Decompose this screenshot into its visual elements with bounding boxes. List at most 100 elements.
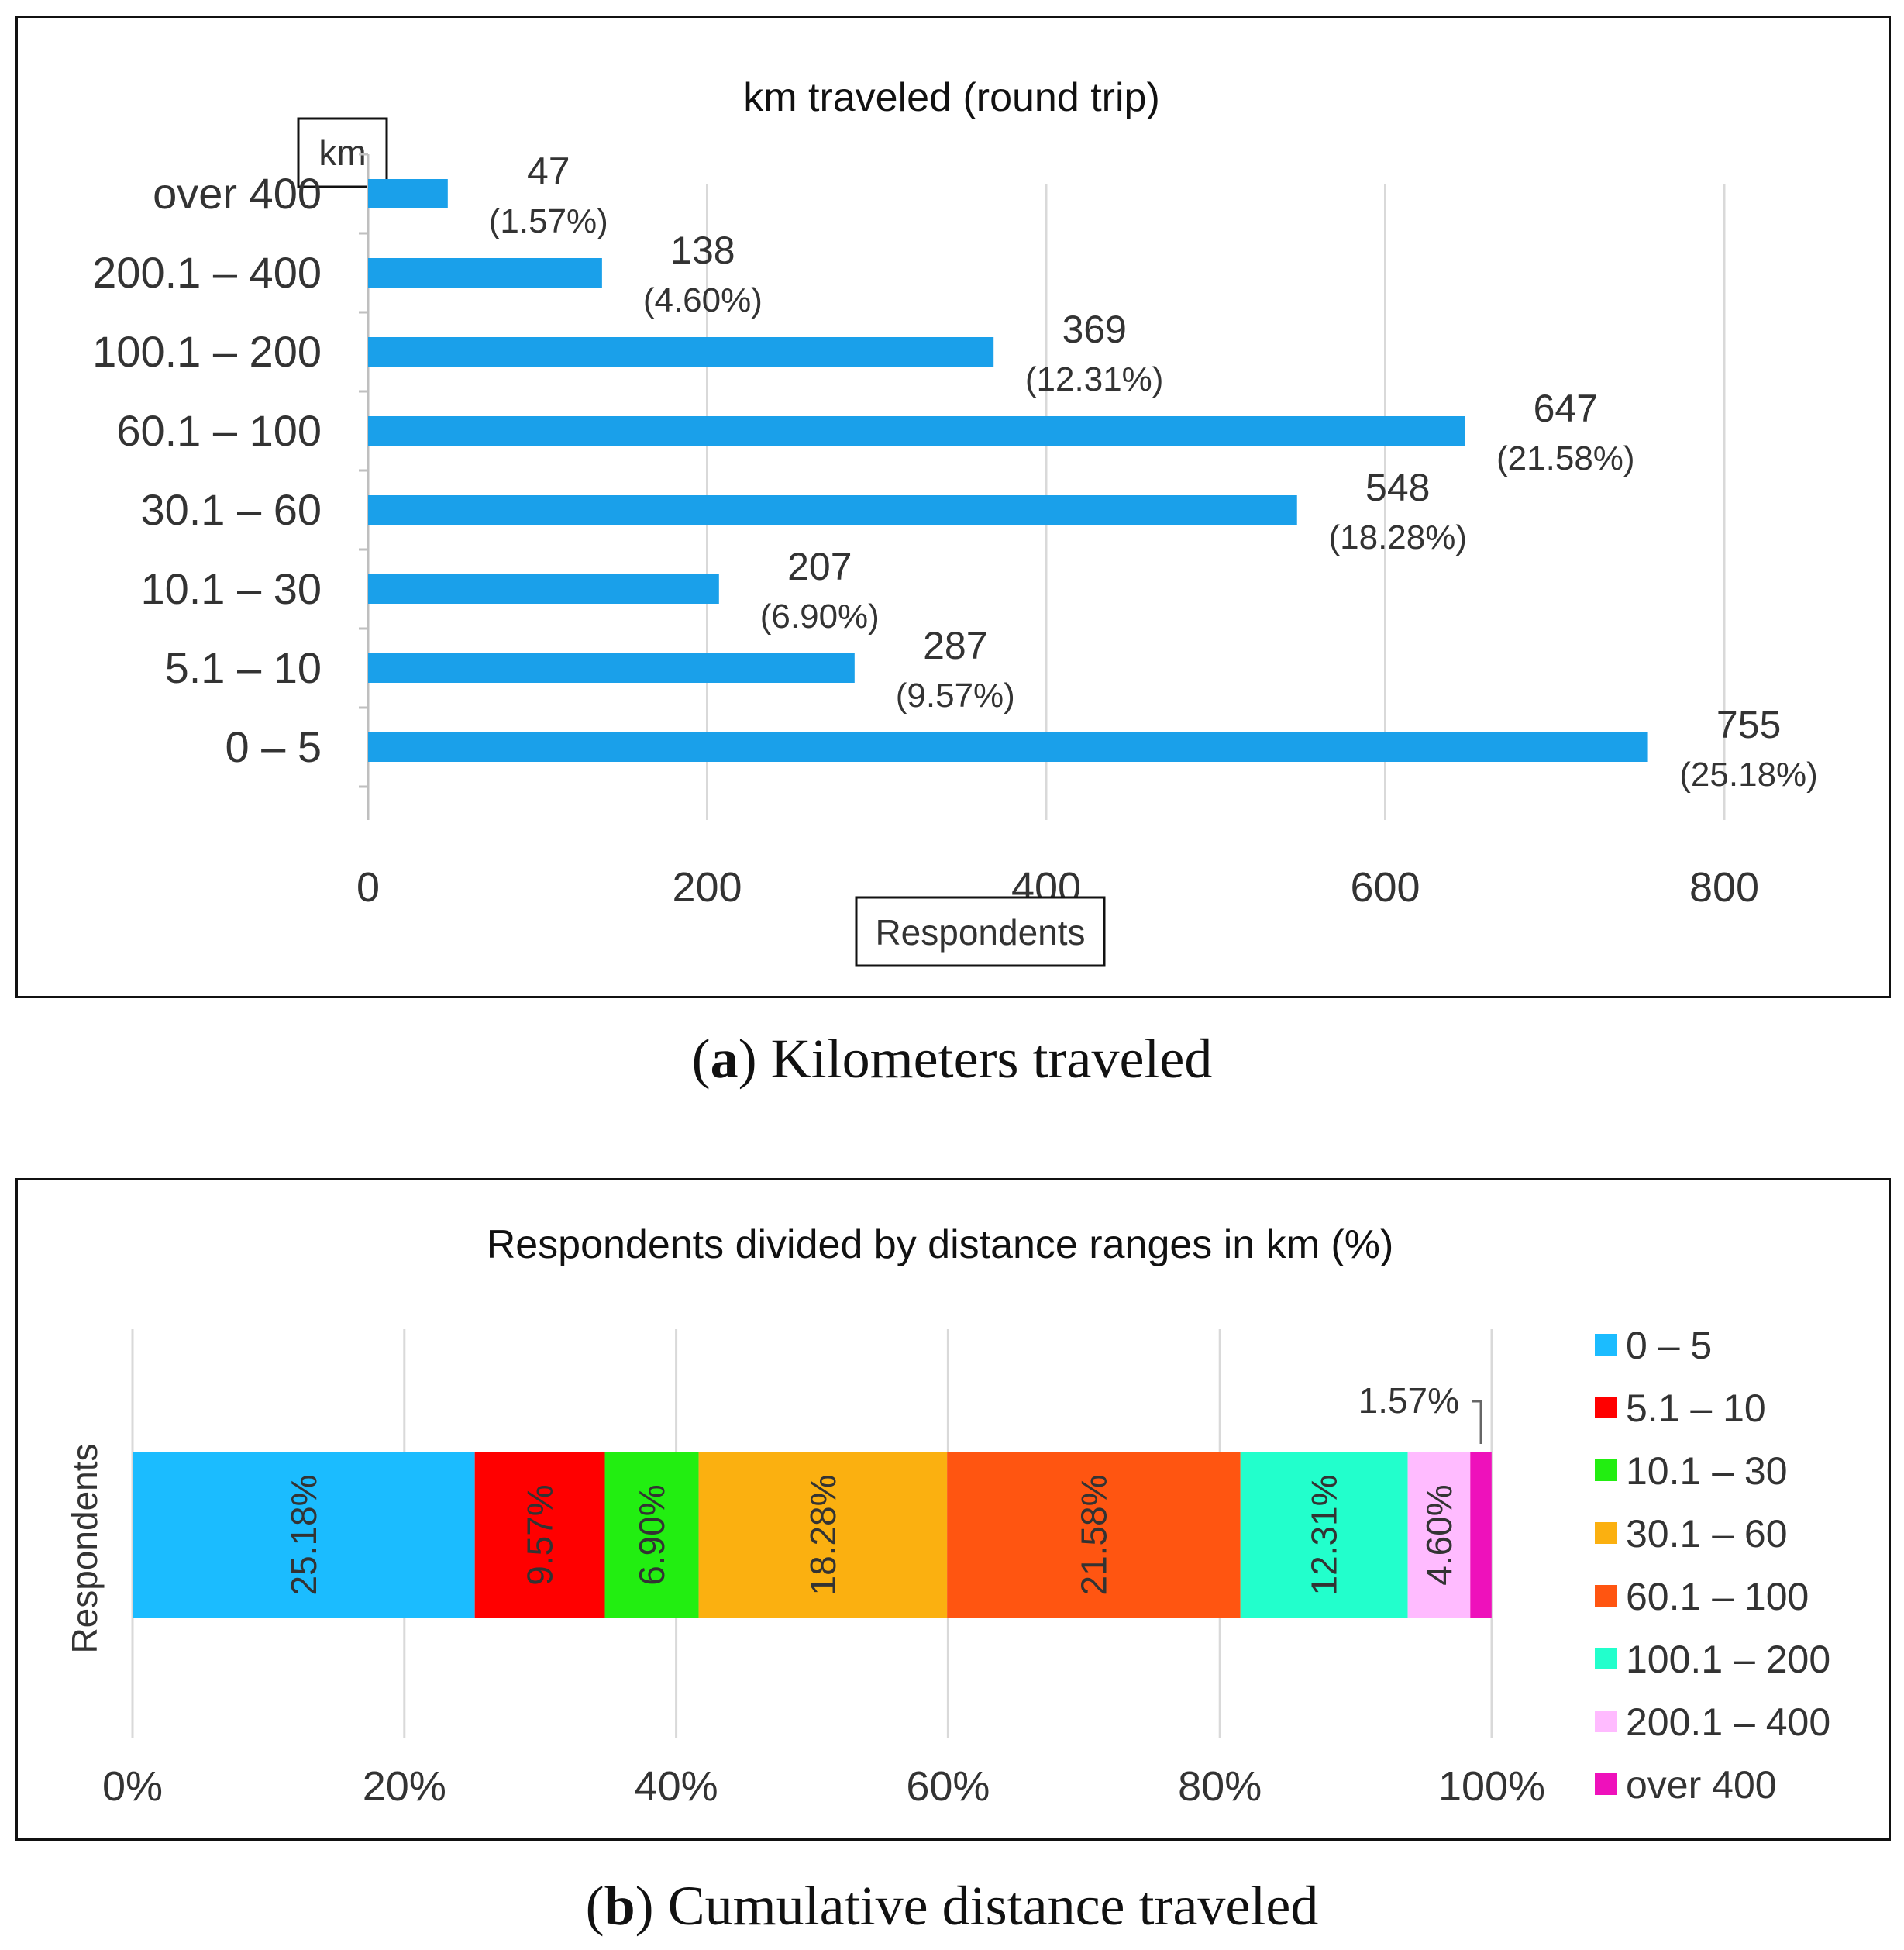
bar-value-label: 369 [1062,308,1126,351]
legend-swatch [1595,1459,1617,1481]
segment-label: 25.18% [284,1474,324,1595]
segment-label: 12.31% [1304,1474,1345,1595]
bar [368,337,994,367]
segment-label: 1.57% [1358,1380,1459,1421]
bar-value-label: 755 [1716,703,1781,746]
stacked-segment [474,1452,605,1618]
bar [368,258,602,288]
chart-title-b: Respondents divided by distance ranges i… [487,1222,1394,1267]
bar-percent-label: (21.58%) [1496,439,1635,477]
segment-label: 21.58% [1073,1474,1114,1595]
caption-b: (b) Cumulative distance traveled [585,1875,1319,1937]
caption-a-letter: a [710,1028,739,1090]
legend-swatch [1595,1522,1617,1544]
y-axis-a [359,153,370,820]
bar-percent-label: (9.57%) [896,677,1015,715]
category-label: 60.1 – 100 [116,406,322,455]
x-tick-label-a: 800 [1689,864,1759,911]
stacked-segment [698,1452,948,1618]
caption-b-letter: b [604,1875,635,1937]
segment-label: 18.28% [803,1474,843,1595]
y-axis-label-box [297,117,388,188]
bar-percent-label: (25.18%) [1679,756,1818,794]
legend-label: 100.1 – 200 [1626,1638,1830,1681]
bar [368,179,448,208]
x-axis-label-box [855,896,1106,967]
category-label: 100.1 – 200 [92,327,322,376]
bar-value-label: 138 [670,229,735,272]
x-tick-label-a: 0 [356,864,380,911]
stacked-segment [133,1452,475,1618]
category-label: 10.1 – 30 [140,564,322,613]
x-tick-label-b: 40% [635,1763,718,1810]
x-tick-label-a: 200 [672,864,742,911]
segment-label: 6.90% [632,1484,672,1585]
x-axis-label: Respondents [875,912,1085,953]
x-tick-label-b: 80% [1178,1763,1262,1810]
caption-a-text: Kilometers traveled [756,1028,1213,1090]
stacked-segment [604,1452,699,1618]
bar [368,495,1297,525]
chart-panel-b: Respondents divided by distance ranges i… [15,1178,1891,1841]
bar [368,574,719,604]
legend-label: 200.1 – 400 [1626,1700,1830,1744]
stacked-segment [1470,1452,1492,1618]
category-label: 30.1 – 60 [140,485,322,534]
km-traveled-chart: km traveled (round trip) km 47 (1.57%) 138… [92,75,1818,967]
bar-percent-label: (12.31%) [1025,360,1164,398]
bar-percent-label: (4.60%) [643,281,763,319]
bar [368,416,1465,446]
caption-b-text: Cumulative distance traveled [653,1875,1319,1937]
bar-percent-label: (6.90%) [760,598,880,636]
bar [368,653,855,683]
x-tick-labels-b: 0% 20% 40% 60% 80% 100% [102,1763,1545,1810]
stacked-segments [133,1452,1492,1618]
stacked-segment [947,1452,1241,1618]
caption-a: (a) Kilometers traveled [691,1028,1213,1090]
bar-percent-label: (1.57%) [489,202,608,240]
legend: 0 – 5 5.1 – 10 10.1 – 30 30.1 – 60 60.1 – 10… [1595,1324,1830,1807]
legend-label: over 400 [1626,1763,1777,1807]
bar-value-label: 47 [527,150,570,193]
category-label: 0 – 5 [225,722,322,771]
segment-labels: 25.18% 9.57% 6.90% 18.28% 21.58% 12.31% 4.60% 1… [284,1380,1482,1596]
legend-swatch [1595,1711,1617,1732]
category-label: 200.1 – 400 [92,248,322,297]
legend-label: 30.1 – 60 [1626,1512,1788,1556]
bars-a [368,179,1648,762]
legend-swatch [1595,1585,1617,1607]
category-label: over 400 [153,169,322,218]
bar-percent-label: (18.28%) [1328,519,1467,556]
legend-swatch [1595,1397,1617,1418]
chart-title-a: km traveled (round trip) [743,75,1160,120]
segment-label: 9.57% [520,1484,560,1585]
bar-value-label: 647 [1534,387,1598,430]
legend-swatch [1595,1334,1617,1356]
bar [368,732,1648,762]
y-axis-label: km [318,133,366,173]
x-tick-label-a: 600 [1350,864,1420,911]
bar-value-label: 287 [923,624,987,667]
category-labels-a: over 400 200.1 – 400 100.1 – 200 60.1 – 100… [92,169,322,771]
x-tick-label-b: 20% [363,1763,446,1810]
legend-label: 5.1 – 10 [1626,1387,1766,1430]
x-tick-label-b: 0% [102,1763,163,1810]
legend-label: 0 – 5 [1626,1324,1712,1367]
legend-swatch [1595,1648,1617,1669]
category-label: 5.1 – 10 [165,643,322,692]
legend-label: 10.1 – 30 [1626,1449,1788,1493]
segment-label: 4.60% [1419,1484,1459,1585]
x-tick-label-b: 60% [906,1763,990,1810]
stacked-segment [1407,1452,1471,1618]
legend-label: 60.1 – 100 [1626,1575,1809,1618]
x-tick-label-b: 100% [1438,1763,1545,1810]
stacked-segment [1240,1452,1408,1618]
y-axis-label-b: Respondents [64,1443,105,1653]
bar-value-label: 548 [1365,466,1430,509]
callout-leader [1472,1400,1482,1444]
bar-labels-a: 47 (1.57%) 138 (4.60%) 369 (12.31%) 647 (21.58%… [489,150,1818,794]
chart-panel-a: km traveled (round trip) km 47 (1.57%) 138… [15,16,1891,998]
legend-swatch [1595,1773,1617,1795]
bar-value-label: 207 [787,545,852,588]
cumulative-distance-chart: Respondents divided by distance ranges i… [64,1222,1830,1810]
